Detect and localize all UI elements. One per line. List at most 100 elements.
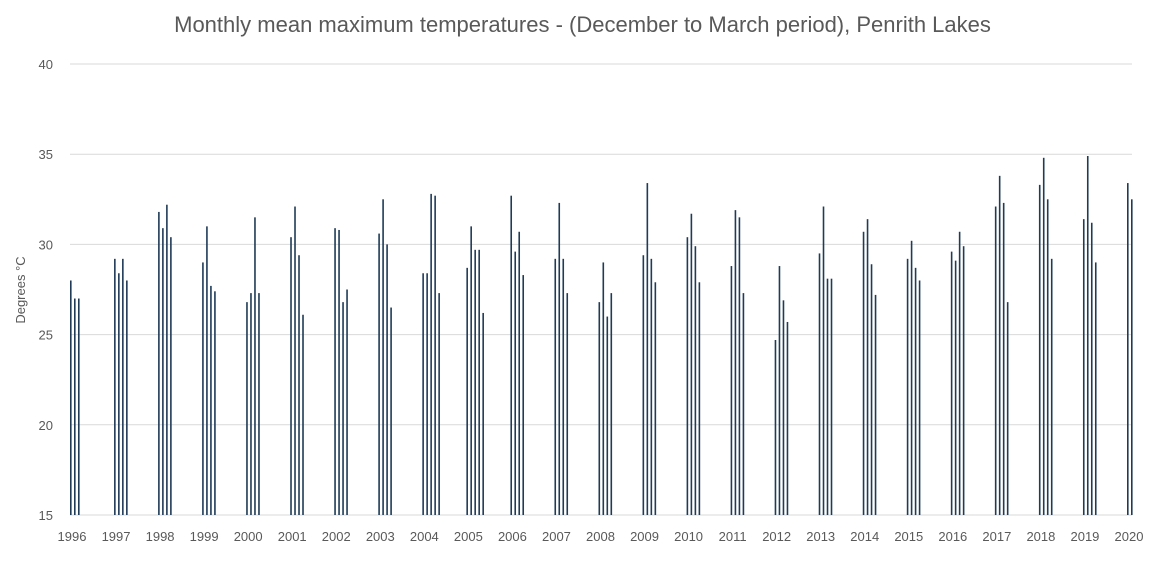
chart-title: Monthly mean maximum temperatures - (Dec… bbox=[174, 12, 991, 37]
bar bbox=[606, 316, 609, 515]
y-tick-label: 35 bbox=[39, 147, 53, 162]
x-tick-label: 2018 bbox=[1026, 529, 1055, 544]
bar bbox=[250, 293, 252, 515]
bar bbox=[302, 314, 304, 515]
bar bbox=[166, 204, 168, 515]
bar bbox=[338, 229, 340, 515]
bar bbox=[554, 258, 557, 515]
bar bbox=[118, 273, 120, 515]
y-tick-labels: 15 20 25 30 35 40 bbox=[39, 57, 53, 523]
bar bbox=[162, 228, 164, 515]
x-tick-label: 2000 bbox=[234, 529, 263, 544]
bar bbox=[862, 231, 865, 515]
bar bbox=[378, 233, 380, 516]
bar bbox=[694, 246, 697, 516]
bar bbox=[1046, 199, 1049, 516]
bar bbox=[734, 210, 737, 515]
bar bbox=[646, 183, 649, 515]
x-tick-label: 2003 bbox=[366, 529, 395, 544]
bar bbox=[778, 266, 781, 515]
bar bbox=[518, 231, 521, 515]
y-tick-label: 25 bbox=[39, 328, 53, 343]
bar bbox=[1006, 302, 1009, 515]
bar bbox=[426, 273, 428, 515]
bar bbox=[346, 289, 348, 515]
y-axis-label: Degrees °C bbox=[13, 256, 28, 323]
x-tick-label: 2010 bbox=[674, 529, 703, 544]
x-tick-label: 2012 bbox=[762, 529, 791, 544]
bar bbox=[474, 249, 476, 515]
bar bbox=[870, 264, 873, 515]
bar bbox=[126, 280, 128, 515]
x-tick-label: 2009 bbox=[630, 529, 659, 544]
bar bbox=[298, 255, 300, 515]
bar bbox=[258, 293, 260, 515]
bar bbox=[466, 267, 468, 515]
x-tick-label: 2013 bbox=[806, 529, 835, 544]
bar bbox=[514, 251, 517, 515]
gridlines bbox=[70, 63, 1132, 516]
y-tick-label: 15 bbox=[39, 508, 53, 523]
bar bbox=[962, 246, 965, 516]
bar bbox=[958, 231, 961, 515]
bar bbox=[382, 199, 384, 516]
bar bbox=[430, 193, 432, 515]
x-tick-label: 1997 bbox=[102, 529, 131, 544]
y-tick-label: 40 bbox=[39, 57, 53, 72]
bar bbox=[510, 195, 513, 515]
bar bbox=[950, 251, 953, 515]
x-tick-label: 2015 bbox=[894, 529, 923, 544]
bar bbox=[610, 293, 613, 515]
bar bbox=[1038, 184, 1041, 516]
bar bbox=[158, 211, 160, 516]
bar bbox=[598, 302, 601, 515]
x-tick-label: 2011 bbox=[719, 529, 747, 544]
bar bbox=[566, 293, 569, 515]
bar bbox=[522, 275, 525, 515]
bar bbox=[470, 226, 472, 516]
bar bbox=[654, 282, 657, 515]
bar bbox=[818, 253, 821, 516]
x-tick-label: 2019 bbox=[1070, 529, 1099, 544]
bar bbox=[874, 294, 877, 515]
bar bbox=[78, 298, 80, 515]
bar bbox=[994, 206, 997, 516]
bar bbox=[738, 217, 741, 515]
bar bbox=[914, 267, 917, 515]
bar bbox=[202, 262, 204, 515]
bar bbox=[1082, 219, 1085, 516]
bar bbox=[210, 285, 212, 515]
bar bbox=[918, 280, 921, 515]
x-tick-label: 1996 bbox=[58, 529, 87, 544]
bar bbox=[170, 237, 172, 515]
bar bbox=[334, 228, 336, 515]
bar bbox=[434, 195, 436, 515]
bar bbox=[998, 175, 1001, 515]
y-tick-label: 30 bbox=[39, 237, 53, 252]
bar bbox=[830, 278, 833, 515]
bar bbox=[906, 258, 909, 515]
x-tick-label: 1998 bbox=[146, 529, 175, 544]
bar bbox=[114, 258, 116, 515]
bar bbox=[246, 302, 248, 515]
bar bbox=[822, 206, 825, 516]
bar bbox=[1042, 157, 1045, 516]
bar bbox=[342, 302, 344, 515]
bar bbox=[290, 237, 292, 515]
bar bbox=[482, 312, 484, 515]
bar bbox=[386, 244, 388, 515]
bar bbox=[390, 307, 392, 515]
x-tick-label: 2005 bbox=[454, 529, 483, 544]
bar bbox=[562, 258, 565, 515]
bar bbox=[1131, 199, 1133, 516]
bar bbox=[742, 293, 745, 515]
bar bbox=[686, 237, 689, 515]
x-tick-label: 2007 bbox=[542, 529, 571, 544]
x-tick-label: 2016 bbox=[938, 529, 967, 544]
bar bbox=[1050, 258, 1053, 515]
x-tick-label: 2020 bbox=[1115, 529, 1144, 544]
x-tick-labels: 1996 1997 1998 1999 2000 2001 2002 2003 2004 2005… bbox=[58, 529, 1144, 544]
bar bbox=[650, 258, 653, 515]
bar bbox=[954, 260, 957, 515]
